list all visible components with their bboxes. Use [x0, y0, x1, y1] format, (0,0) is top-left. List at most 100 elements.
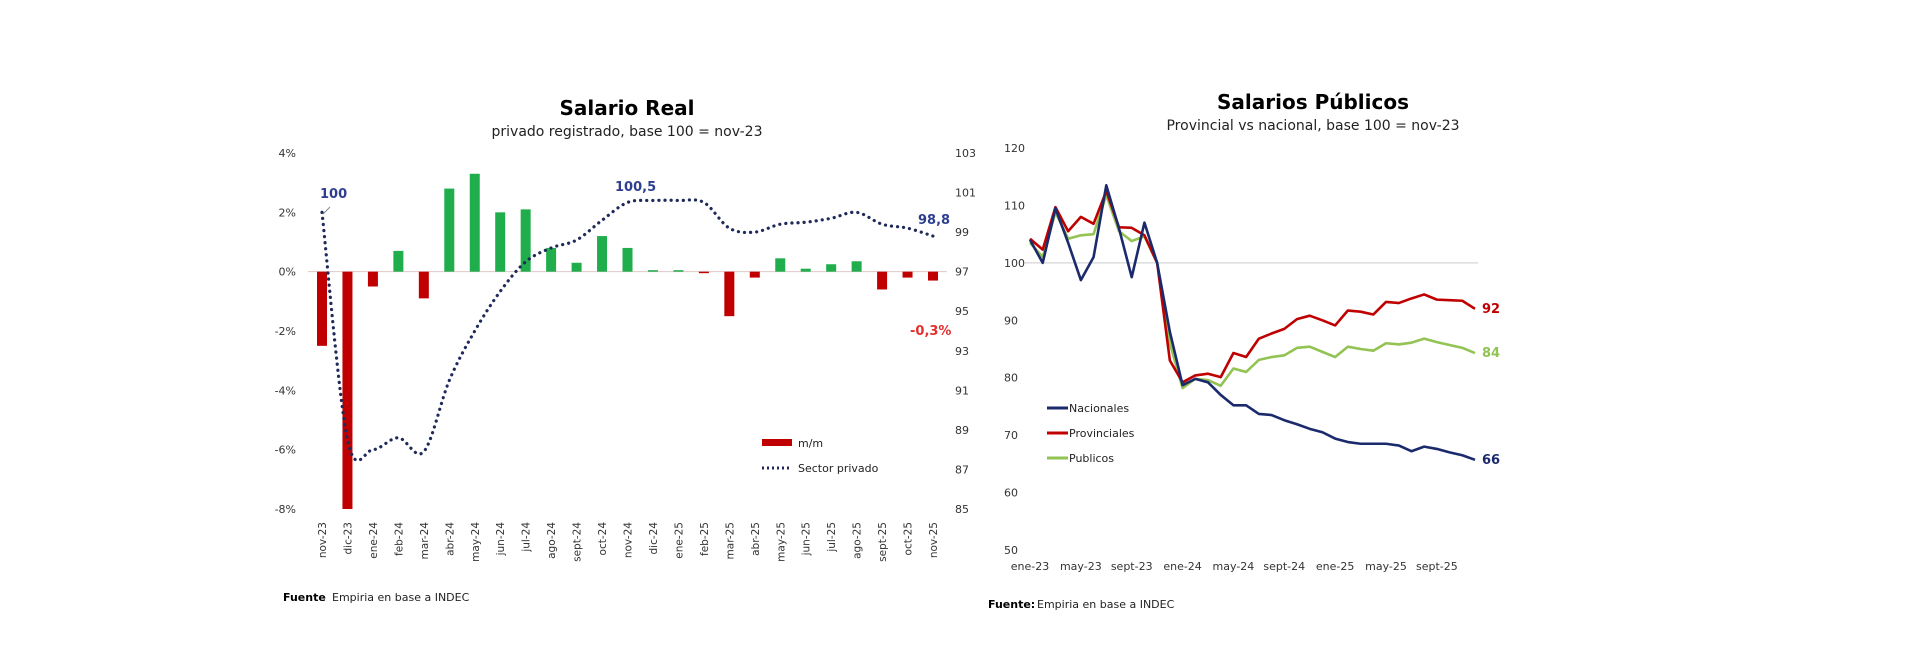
bar-may-25	[775, 258, 786, 272]
right-legend: Nacionales Provinciales Publicos	[1047, 402, 1135, 465]
bar-jul-25	[826, 264, 837, 272]
right-y-tick-label: 91	[955, 384, 969, 397]
right-chart-y-tick-label: 80	[1004, 372, 1018, 385]
x-tick-label-ene-24: ene-24	[368, 522, 380, 559]
right-y-tick-label: 103	[955, 147, 976, 160]
x-tick-label-may-25: may-25	[775, 522, 787, 562]
right-chart-x-tick-label: may-24	[1213, 560, 1255, 573]
x-tick-label-feb-24: feb-24	[393, 522, 405, 556]
right-chart-x-tick-label: ene-25	[1316, 560, 1354, 573]
end-label-provinciales: 92	[1482, 302, 1500, 317]
left-y-tick-label: -4%	[275, 384, 296, 397]
right-chart-x-tick-label: may-23	[1060, 560, 1102, 573]
right-chart-y-tick-label: 90	[1004, 314, 1018, 327]
x-tick-label-nov-24: nov-24	[623, 522, 635, 558]
annotation-100: 100	[320, 187, 347, 202]
right-source-label: Fuente:	[988, 598, 1035, 611]
left-source-label: Fuente	[283, 591, 326, 604]
left-y-tick-label: 2%	[279, 206, 296, 219]
right-chart-y-tick-label: 50	[1004, 544, 1018, 557]
right-chart-subtitle: Provincial vs nacional, base 100 = nov-2…	[1166, 118, 1459, 134]
bar-mar-24	[418, 271, 429, 299]
end-label-publicos: 84	[1482, 346, 1500, 361]
x-tick-label-feb-25: feb-25	[699, 522, 711, 556]
left-y-tick-label: -2%	[275, 325, 296, 338]
right-chart-x-tick-label: may-25	[1365, 560, 1407, 573]
left-y-tick-label: -6%	[275, 444, 296, 457]
right-y-tick-label: 87	[955, 463, 969, 476]
right-chart-y-tick-label: 120	[1004, 142, 1025, 155]
line-publicos	[1029, 193, 1476, 390]
bar-mar-25	[724, 271, 735, 317]
x-tick-label-sept-24: sept-24	[572, 522, 584, 562]
x-tick-label-dic-24: dic-24	[648, 522, 660, 555]
right-chart-y-tick-label: 110	[1004, 199, 1025, 212]
x-tick-label-abr-25: abr-25	[750, 522, 762, 556]
annotation-98-8: 98,8	[918, 213, 950, 228]
annotation-100-leader	[322, 206, 331, 215]
x-tick-label-may-24: may-24	[470, 522, 482, 562]
legend-label-sector-privado: Sector privado	[798, 462, 879, 475]
x-tick-label-nov-23: nov-23	[317, 522, 329, 558]
right-chart-y-tick-label: 100	[1004, 257, 1025, 270]
right-chart-x-tick-label: sept-23	[1111, 560, 1153, 573]
bar-ene-24	[367, 271, 378, 287]
bar-may-24	[469, 173, 480, 272]
x-tick-label-oct-25: oct-25	[903, 522, 915, 555]
bar-jun-24	[495, 212, 506, 272]
annotation-minus-0-3: -0,3%	[910, 324, 951, 339]
line-nacionales	[1028, 184, 1476, 462]
right-y-tick-label: 89	[955, 424, 969, 437]
x-tick-label-nov-25: nov-25	[928, 522, 940, 558]
legend-label-provinciales: Provinciales	[1069, 427, 1135, 440]
x-tick-label-dic-23: dic-23	[342, 522, 354, 555]
left-source-text: Empiria en base a INDEC	[332, 591, 470, 604]
annotation-100-5: 100,5	[615, 180, 656, 195]
line-provinciales	[1029, 189, 1476, 384]
left-legend: m/m Sector privado	[762, 437, 879, 475]
left-chart-title: Salario Real	[560, 96, 695, 120]
bar-nov-25	[928, 271, 938, 281]
bar-dic-24	[647, 270, 658, 272]
bar-jul-24	[520, 209, 531, 272]
bar-feb-25	[698, 271, 709, 274]
legend-label-nacionales: Nacionales	[1069, 402, 1129, 415]
bar-sept-24	[571, 262, 582, 272]
legend-label-mm: m/m	[798, 437, 823, 450]
right-chart-x-tick-label: sept-24	[1263, 560, 1305, 573]
x-tick-label-jun-24: jun-24	[495, 522, 507, 557]
bar-nov-23	[317, 271, 327, 346]
right-chart-title: Salarios Públicos	[1217, 90, 1409, 114]
end-label-nacionales: 66	[1482, 453, 1500, 468]
right-source-text: Empiria en base a INDEC	[1037, 598, 1175, 611]
right-chart-y-tick-label: 70	[1004, 429, 1018, 442]
right-chart-x-tick-label: sept-25	[1416, 560, 1458, 573]
left-y-tick-label: 0%	[279, 266, 296, 279]
bar-feb-24	[393, 250, 404, 272]
bar-jun-25	[800, 268, 811, 272]
x-tick-label-oct-24: oct-24	[597, 522, 609, 556]
right-chart-x-tick-label: ene-24	[1163, 560, 1201, 573]
bar-dic-23	[342, 271, 353, 509]
left-y-tick-label: -8%	[275, 503, 296, 516]
bar-abr-24	[444, 188, 455, 272]
x-tick-label-jul-25: jul-25	[826, 522, 838, 553]
x-tick-label-abr-24: abr-24	[444, 522, 456, 556]
x-tick-label-ago-24: ago-24	[546, 522, 558, 559]
right-y-tick-label: 97	[955, 266, 969, 279]
legend-label-publicos: Publicos	[1069, 452, 1114, 465]
x-tick-label-mar-24: mar-24	[419, 522, 431, 560]
bar-sept-25	[877, 271, 888, 290]
right-chart-y-tick-label: 60	[1004, 487, 1018, 500]
legend-swatch-mm	[762, 439, 792, 446]
x-tick-label-ago-25: ago-25	[852, 522, 864, 559]
x-tick-label-sept-25: sept-25	[877, 522, 889, 562]
bar-oct-24	[597, 236, 608, 272]
line-sector-privado	[320, 198, 935, 462]
x-tick-label-jun-25: jun-25	[801, 522, 813, 556]
right-y-tick-label: 85	[955, 503, 969, 516]
x-tick-label-ene-25: ene-25	[673, 522, 685, 559]
right-y-tick-label: 99	[955, 226, 969, 239]
x-tick-label-mar-25: mar-25	[724, 522, 736, 559]
